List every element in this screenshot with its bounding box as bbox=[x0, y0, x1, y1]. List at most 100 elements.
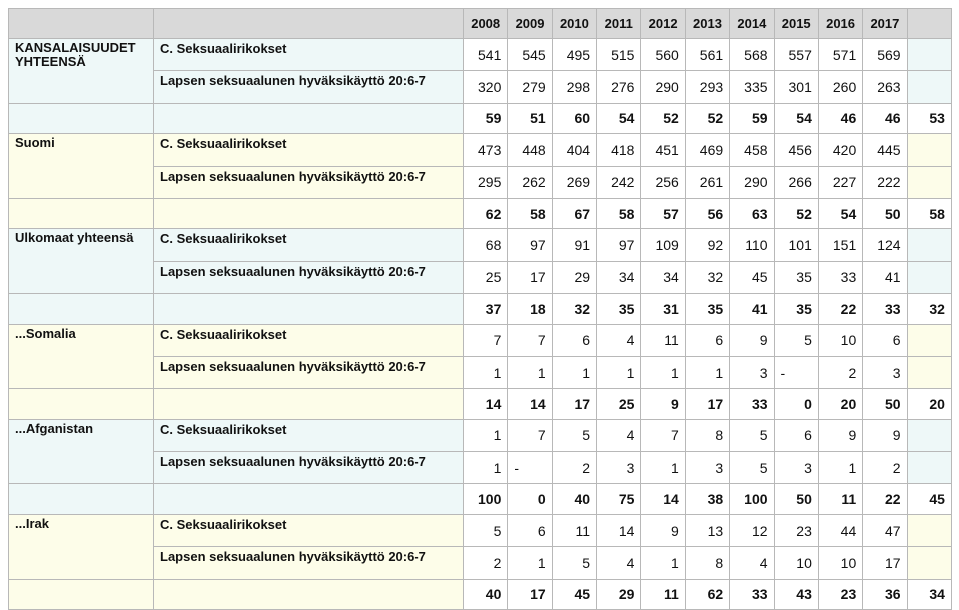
header-cell bbox=[153, 8, 464, 39]
value-cell: 1 bbox=[462, 418, 509, 453]
total-row: 100 0 40 75 14 38 100 50 11 22 45 bbox=[8, 483, 952, 515]
group-name: Suomi bbox=[8, 133, 154, 199]
data-row: Ulkomaat yhteensä C. Seksuaalirikokset 68 9… bbox=[8, 228, 952, 295]
header-cell bbox=[906, 8, 952, 39]
empty-cell bbox=[153, 388, 464, 420]
empty-cell bbox=[153, 102, 464, 135]
empty-cell bbox=[153, 578, 464, 610]
value-cell: 17 bbox=[507, 260, 553, 295]
value-cell: 7 bbox=[507, 418, 553, 453]
empty-cell bbox=[906, 70, 952, 104]
value-cell: 451 bbox=[640, 133, 686, 167]
total-cell: 25 bbox=[596, 388, 642, 420]
row-label: Lapsen seksuaalunen hyväksikäyttö 20:6-7 bbox=[153, 355, 464, 390]
empty-cell bbox=[906, 228, 952, 262]
value-cell: 335 bbox=[729, 70, 775, 104]
value-cell: 445 bbox=[862, 133, 908, 167]
value-cell: 7 bbox=[507, 323, 553, 357]
value-cell: 1 bbox=[462, 355, 509, 390]
value-cell: 2 bbox=[817, 355, 864, 390]
value-cell: 8 bbox=[684, 546, 731, 580]
total-cell: 20 bbox=[817, 388, 864, 420]
total-row: 14 14 17 25 9 17 33 0 20 50 20 bbox=[8, 388, 952, 420]
value-cell: - bbox=[773, 355, 819, 390]
data-row: KANSALAISUUDET YHTEENSÄ C. Seksuaalirikok… bbox=[8, 37, 952, 104]
value-cell: 541 bbox=[462, 37, 509, 72]
value-cell: 560 bbox=[640, 37, 686, 72]
value-cell: 456 bbox=[773, 133, 819, 167]
total-cell: 100 bbox=[729, 483, 775, 515]
value-cell: 97 bbox=[596, 228, 642, 262]
value-cell: 276 bbox=[596, 70, 642, 104]
total-cell: 58 bbox=[596, 197, 642, 230]
total-cell: 67 bbox=[551, 197, 598, 230]
value-cell: 263 bbox=[862, 70, 908, 104]
value-cell: 23 bbox=[773, 513, 819, 548]
value-cell: 6 bbox=[684, 323, 731, 357]
value-cell: 7 bbox=[462, 323, 509, 357]
total-cell: 35 bbox=[684, 293, 731, 325]
value-cell: 568 bbox=[729, 37, 775, 72]
value-cell: 1 bbox=[507, 546, 553, 580]
value-cell: 13 bbox=[684, 513, 731, 548]
extra-cell: 20 bbox=[906, 388, 952, 420]
group-name: ...Irak bbox=[8, 513, 154, 580]
value-cell: 32 bbox=[684, 260, 731, 295]
total-cell: 59 bbox=[729, 102, 775, 135]
value-cell: 261 bbox=[684, 165, 731, 199]
value-cell: 6 bbox=[773, 418, 819, 453]
empty-cell bbox=[906, 513, 952, 548]
value-cell: 290 bbox=[640, 70, 686, 104]
total-row: 40 17 45 29 11 62 33 43 23 36 34 bbox=[8, 578, 952, 610]
data-row: ...Afganistan C. Seksuaalirikokset 1 7 5 4 7 8 5… bbox=[8, 418, 952, 485]
data-row: Lapsen seksuaalunen hyväksikäyttö 20:6-7… bbox=[9, 451, 952, 485]
value-cell: 571 bbox=[817, 37, 864, 72]
value-cell: 6 bbox=[507, 513, 553, 548]
year-header: 2008 bbox=[462, 8, 509, 39]
value-cell: 25 bbox=[462, 260, 509, 295]
total-cell: 22 bbox=[817, 293, 864, 325]
data-row: Suomi C. Seksuaalirikokset 473 448 404 418 451… bbox=[8, 133, 952, 199]
total-cell: 11 bbox=[640, 578, 686, 610]
value-cell: 6 bbox=[862, 323, 908, 357]
value-cell: 298 bbox=[551, 70, 598, 104]
value-cell: 320 bbox=[462, 70, 509, 104]
value-cell: 9 bbox=[862, 418, 908, 453]
total-cell: 41 bbox=[729, 293, 775, 325]
total-cell: 32 bbox=[551, 293, 598, 325]
value-cell: 17 bbox=[862, 546, 908, 580]
value-cell: 418 bbox=[596, 133, 642, 167]
value-cell: 1 bbox=[596, 355, 642, 390]
total-cell: 33 bbox=[729, 388, 775, 420]
value-cell: 1 bbox=[462, 451, 509, 485]
group-name: ...Afganistan bbox=[8, 418, 154, 485]
value-cell: 91 bbox=[551, 228, 598, 262]
value-cell: 9 bbox=[640, 513, 686, 548]
empty-cell bbox=[906, 546, 952, 580]
header-cell bbox=[8, 8, 154, 39]
data-row: Lapsen seksuaalunen hyväksikäyttö 20:6-7… bbox=[9, 165, 952, 199]
group-name: Ulkomaat yhteensä bbox=[8, 228, 154, 295]
empty-cell bbox=[8, 102, 154, 135]
total-cell: 50 bbox=[773, 483, 819, 515]
total-cell: 33 bbox=[862, 293, 908, 325]
extra-cell: 34 bbox=[906, 578, 952, 610]
total-cell: 43 bbox=[773, 578, 819, 610]
extra-cell: 32 bbox=[906, 293, 952, 325]
value-cell: 3 bbox=[684, 451, 731, 485]
page: 2008 2009 2010 2011 2012 2013 2014 2015 2016 2017… bbox=[8, 8, 952, 610]
year-header: 2013 bbox=[684, 8, 731, 39]
value-cell: 9 bbox=[729, 323, 775, 357]
value-cell: 256 bbox=[640, 165, 686, 199]
total-cell: 23 bbox=[817, 578, 864, 610]
value-cell: 7 bbox=[640, 418, 686, 453]
total-cell: 46 bbox=[862, 102, 908, 135]
value-cell: 47 bbox=[862, 513, 908, 548]
empty-cell bbox=[8, 388, 154, 420]
value-cell: 124 bbox=[862, 228, 908, 262]
total-cell: 54 bbox=[596, 102, 642, 135]
total-cell: 14 bbox=[462, 388, 509, 420]
total-cell: 38 bbox=[684, 483, 731, 515]
data-row: Lapsen seksuaalunen hyväksikäyttö 20:6-7… bbox=[9, 355, 952, 390]
value-cell: 279 bbox=[507, 70, 553, 104]
